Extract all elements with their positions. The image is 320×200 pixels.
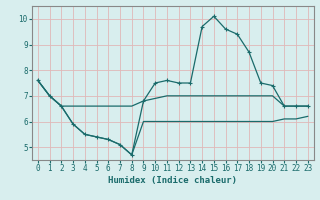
X-axis label: Humidex (Indice chaleur): Humidex (Indice chaleur) <box>108 176 237 185</box>
